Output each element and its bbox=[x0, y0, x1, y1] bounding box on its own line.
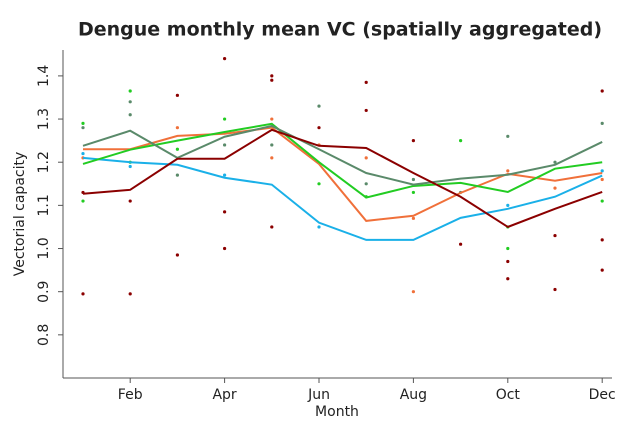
data-point bbox=[506, 277, 510, 281]
data-point bbox=[411, 139, 415, 143]
data-point bbox=[175, 173, 179, 177]
series-line bbox=[82, 124, 603, 186]
data-point bbox=[600, 89, 604, 93]
data-point bbox=[411, 177, 415, 182]
data-point bbox=[459, 242, 463, 246]
data-point bbox=[411, 216, 415, 220]
data-point bbox=[600, 238, 604, 242]
data-point bbox=[270, 74, 274, 78]
y-tick-label: 1.2 bbox=[36, 151, 52, 173]
data-point bbox=[553, 287, 557, 292]
data-point bbox=[600, 199, 604, 203]
data-point bbox=[506, 259, 510, 264]
data-point bbox=[81, 292, 85, 296]
y-axis-label: Vectorial capacity bbox=[12, 152, 28, 277]
x-tick-label: Dec bbox=[589, 387, 616, 403]
data-point bbox=[270, 143, 274, 147]
data-point bbox=[81, 121, 85, 125]
data-point bbox=[128, 164, 132, 169]
data-point bbox=[128, 113, 132, 117]
data-point bbox=[506, 169, 510, 173]
data-point bbox=[600, 169, 604, 173]
data-point bbox=[128, 89, 132, 93]
data-point bbox=[175, 93, 179, 97]
y-tick-label: 0.9 bbox=[36, 281, 52, 303]
y-tick-label: 1.1 bbox=[36, 194, 52, 216]
data-point bbox=[81, 126, 85, 130]
series-line bbox=[83, 126, 603, 222]
data-point bbox=[364, 182, 368, 186]
data-point bbox=[317, 126, 321, 130]
data-point bbox=[317, 104, 321, 108]
data-point bbox=[223, 246, 227, 251]
data-point bbox=[506, 203, 510, 207]
y-tick-label: 1.0 bbox=[36, 237, 52, 259]
y-tick-label: 1.4 bbox=[36, 65, 52, 87]
data-point bbox=[270, 117, 274, 121]
x-tick-label: Aug bbox=[400, 387, 427, 403]
x-tick-label: Jun bbox=[307, 387, 330, 403]
data-point bbox=[175, 253, 179, 257]
data-point bbox=[175, 126, 179, 130]
data-point bbox=[411, 290, 415, 294]
x-tick-label: Apr bbox=[212, 387, 236, 403]
data-point bbox=[317, 225, 321, 229]
data-point bbox=[553, 233, 557, 238]
data-point bbox=[411, 190, 415, 195]
data-point bbox=[364, 156, 368, 160]
data-point bbox=[81, 151, 85, 156]
data-point bbox=[128, 100, 132, 104]
data-point bbox=[175, 147, 179, 151]
data-point bbox=[223, 210, 227, 214]
data-point bbox=[553, 186, 557, 190]
data-point bbox=[317, 182, 321, 186]
x-tick-label: Feb bbox=[118, 387, 143, 403]
data-point bbox=[270, 225, 274, 229]
data-point bbox=[128, 292, 132, 296]
data-point bbox=[223, 173, 227, 177]
data-point bbox=[223, 117, 227, 121]
data-point bbox=[223, 143, 227, 147]
data-point bbox=[223, 57, 227, 61]
data-point bbox=[600, 268, 604, 272]
data-point bbox=[81, 199, 85, 203]
data-point bbox=[600, 177, 604, 182]
x-axis-label: Month bbox=[315, 404, 359, 420]
data-point bbox=[459, 139, 463, 143]
x-tick-label: Oct bbox=[496, 387, 521, 403]
series-line bbox=[82, 122, 603, 199]
data-point bbox=[364, 108, 368, 113]
data-point bbox=[128, 199, 132, 203]
data-point bbox=[506, 134, 510, 138]
data-point bbox=[270, 78, 274, 82]
data-point bbox=[600, 121, 604, 125]
series-line bbox=[82, 128, 603, 229]
y-tick-label: 1.3 bbox=[36, 108, 52, 130]
data-point bbox=[364, 80, 368, 84]
y-tick-label: 0.8 bbox=[36, 324, 52, 346]
chart-title: Dengue monthly mean VC (spatially aggreg… bbox=[78, 19, 602, 41]
data-point bbox=[270, 156, 274, 160]
data-point bbox=[553, 160, 557, 164]
data-point bbox=[506, 246, 510, 251]
